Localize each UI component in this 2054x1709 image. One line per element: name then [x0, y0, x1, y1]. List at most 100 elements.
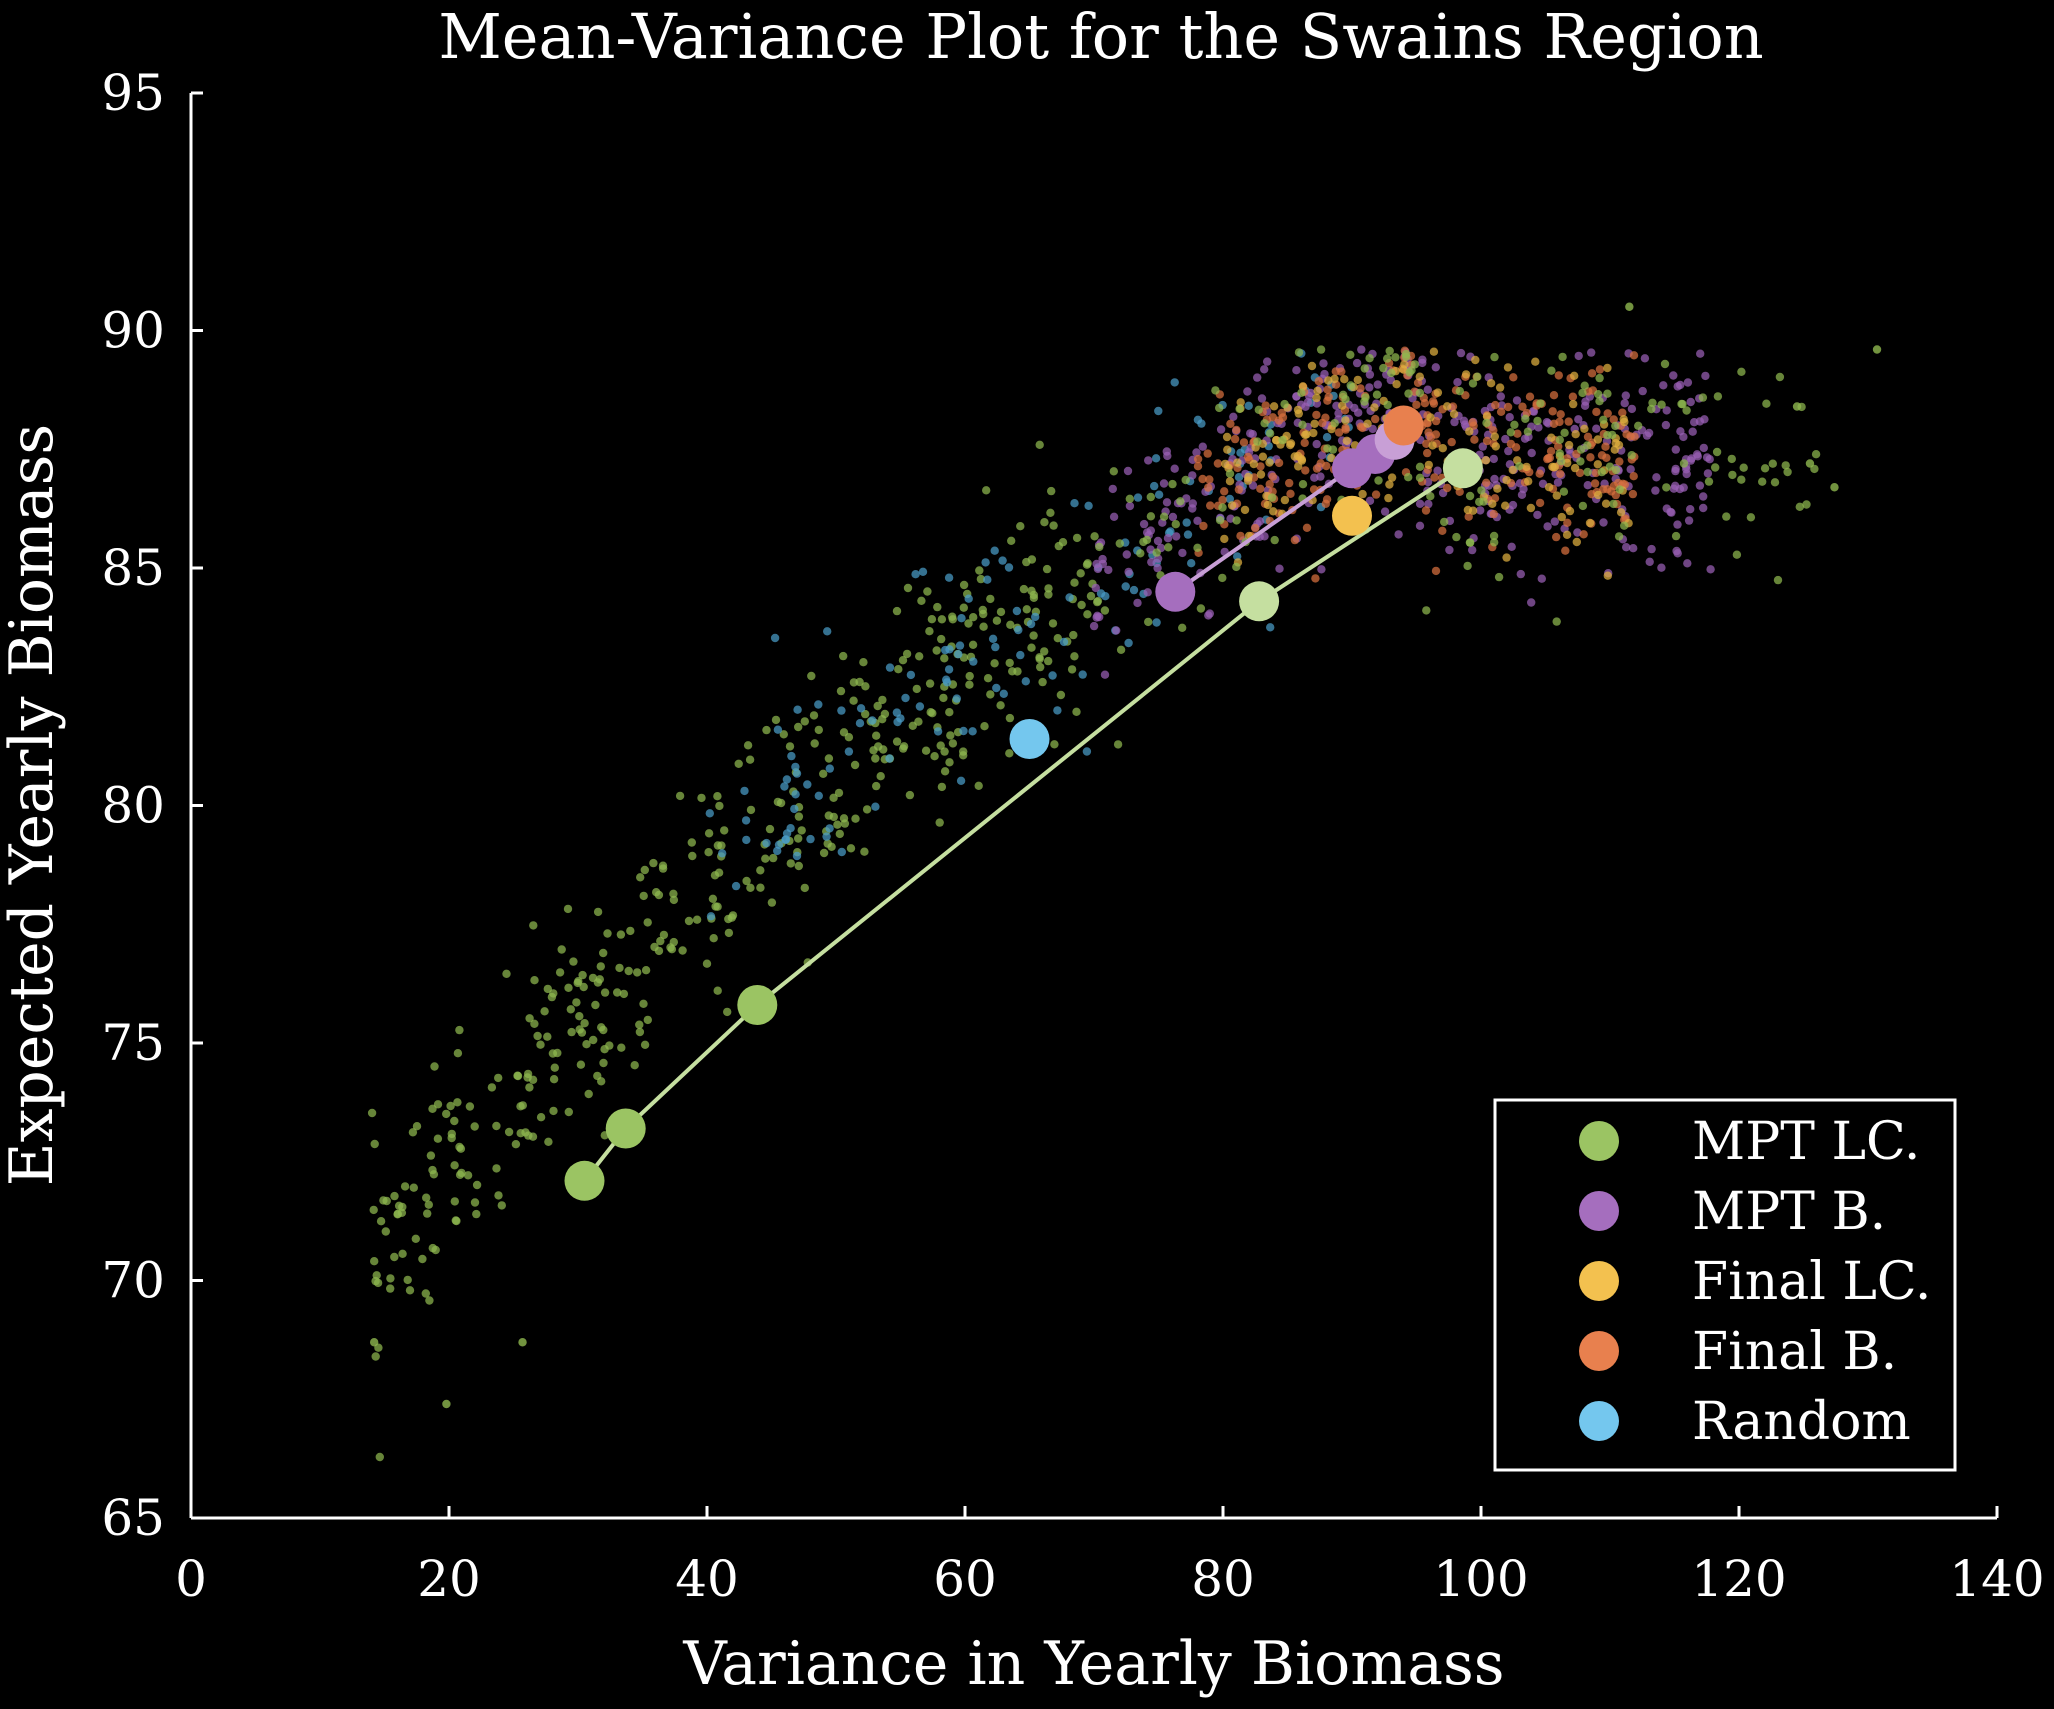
- cloud-point: [511, 1140, 521, 1149]
- cloud-point: [564, 983, 573, 992]
- cloud-point: [921, 746, 931, 755]
- cloud-point: [1687, 454, 1696, 463]
- cloud-point: [424, 1200, 433, 1209]
- cloud-point: [1548, 407, 1557, 416]
- cloud-point: [1494, 572, 1504, 582]
- cloud-point: [800, 883, 809, 893]
- cloud-point: [1040, 518, 1049, 527]
- cloud-point: [1438, 526, 1447, 535]
- cloud-point: [1154, 406, 1163, 416]
- cloud-point: [998, 556, 1007, 565]
- cloud-point: [1619, 415, 1628, 424]
- cloud-point: [428, 1104, 437, 1114]
- cloud-point: [390, 1191, 399, 1201]
- x-tick-label: 140: [1949, 1550, 2044, 1608]
- cloud-point: [1109, 512, 1119, 521]
- cloud-point: [1053, 706, 1062, 715]
- cloud-point: [1404, 473, 1413, 482]
- cloud-point: [794, 834, 803, 843]
- cloud-point: [1153, 536, 1163, 546]
- cloud-point: [996, 607, 1006, 617]
- cloud-point: [613, 988, 622, 997]
- cloud-point: [656, 936, 665, 946]
- cloud-point: [550, 1063, 559, 1072]
- cloud-point: [1594, 490, 1603, 500]
- cloud-point: [986, 690, 995, 699]
- cloud-point: [1638, 386, 1647, 396]
- cloud-point: [1254, 405, 1264, 414]
- cloud-point: [494, 1073, 503, 1083]
- cloud-point: [1154, 490, 1164, 499]
- cloud-point: [1429, 347, 1439, 356]
- cloud-point: [756, 866, 765, 875]
- cloud-point: [1652, 473, 1661, 482]
- cloud-point: [988, 634, 998, 643]
- cloud-point: [1164, 543, 1173, 552]
- cloud-point: [1077, 600, 1086, 610]
- cloud-point: [1338, 401, 1347, 410]
- cloud-point: [567, 1027, 576, 1037]
- cloud-point: [697, 793, 706, 803]
- cloud-point: [939, 693, 948, 703]
- cloud-point: [1569, 399, 1578, 409]
- cloud-point: [1256, 462, 1265, 471]
- cloud-point: [376, 1217, 386, 1226]
- cloud-point: [422, 1193, 431, 1202]
- cloud-point: [899, 744, 908, 753]
- cloud-point: [372, 1271, 381, 1280]
- cloud-point: [1603, 363, 1612, 373]
- cloud-point: [1269, 507, 1278, 516]
- cloud-point: [814, 791, 823, 800]
- cloud-point: [1481, 456, 1491, 465]
- cloud-point: [1084, 501, 1093, 510]
- cloud-point: [1482, 418, 1491, 428]
- cloud-point: [1316, 459, 1325, 468]
- cloud-point: [525, 1083, 534, 1092]
- cloud-point: [1188, 471, 1197, 480]
- cloud-point: [709, 934, 718, 943]
- cloud-point: [855, 677, 864, 687]
- cloud-point: [769, 853, 778, 863]
- cloud-point: [451, 1216, 460, 1225]
- cloud-point: [745, 755, 755, 764]
- cloud-point: [1404, 389, 1413, 398]
- cloud-point: [1525, 392, 1535, 401]
- cloud-point: [1188, 504, 1197, 513]
- cloud-point: [1491, 442, 1501, 451]
- cloud-point: [1686, 397, 1695, 407]
- cloud-point: [1558, 352, 1567, 362]
- cloud-point: [1412, 400, 1421, 409]
- cloud-point: [371, 1352, 380, 1361]
- cloud-point: [1543, 522, 1552, 531]
- cloud-point: [925, 679, 935, 688]
- cloud-point: [455, 1025, 464, 1035]
- cloud-point: [1387, 473, 1397, 482]
- cloud-point: [593, 907, 603, 917]
- cloud-point: [1122, 550, 1132, 559]
- cloud-point: [1123, 466, 1133, 476]
- cloud-point: [1496, 407, 1506, 416]
- cloud-point: [1508, 465, 1518, 475]
- cloud-point: [1292, 366, 1301, 375]
- cloud-point: [1564, 440, 1574, 450]
- cloud-point: [1159, 479, 1169, 488]
- cloud-point: [937, 615, 947, 624]
- cloud-point: [1489, 426, 1498, 435]
- cloud-point: [771, 715, 781, 725]
- cloud-point: [1585, 518, 1595, 528]
- cloud-point: [1323, 385, 1332, 394]
- cloud-point: [1501, 501, 1510, 510]
- cloud-point: [555, 968, 565, 977]
- cloud-point: [1031, 612, 1040, 622]
- cloud-point: [408, 1128, 418, 1137]
- cloud-point: [1415, 473, 1425, 482]
- cloud-point: [1762, 399, 1771, 408]
- cloud-point: [369, 1205, 378, 1215]
- cloud-point: [1489, 531, 1499, 541]
- cloud-point: [1313, 386, 1322, 395]
- cloud-point: [1556, 457, 1566, 466]
- cloud-point: [1662, 406, 1671, 415]
- cloud-point: [1146, 512, 1156, 521]
- cloud-point: [765, 824, 775, 834]
- cloud-point: [1555, 449, 1565, 458]
